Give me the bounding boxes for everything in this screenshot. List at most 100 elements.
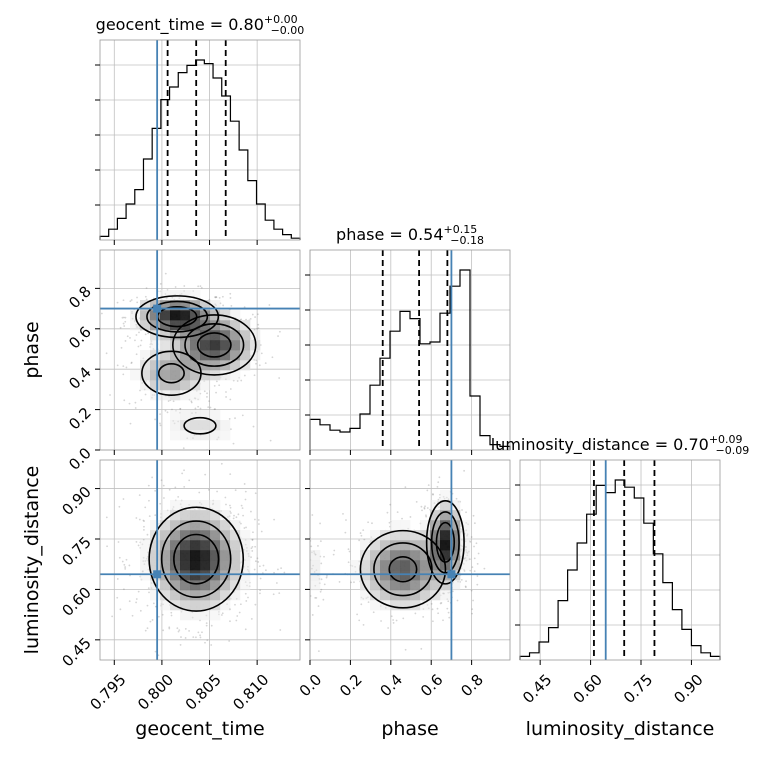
sample-point <box>420 647 423 650</box>
sample-point <box>140 339 143 342</box>
sample-point <box>254 545 257 548</box>
sample-point <box>272 593 275 596</box>
sample-point <box>225 391 227 393</box>
density-cell <box>230 340 241 351</box>
density-cell <box>410 600 421 611</box>
sample-point <box>432 493 434 495</box>
density-cell <box>220 580 231 591</box>
sample-point <box>111 615 114 618</box>
sample-point <box>396 511 399 514</box>
sample-point <box>273 571 275 574</box>
sample-point <box>465 511 467 514</box>
density-cell <box>180 560 191 571</box>
density-cell <box>170 300 181 311</box>
sample-point <box>256 327 259 330</box>
density-cell <box>180 390 191 401</box>
sample-point <box>116 364 119 367</box>
sample-point <box>215 296 218 299</box>
sample-point <box>118 505 121 508</box>
sample-point <box>438 476 441 479</box>
sample-point <box>225 396 227 398</box>
sample-point <box>122 373 125 376</box>
sample-point <box>225 503 227 506</box>
sample-point <box>199 285 202 287</box>
density-cell <box>230 560 241 571</box>
y-tick-label: 0.75 <box>58 533 94 569</box>
density-cell <box>380 530 391 541</box>
sample-point <box>154 489 157 492</box>
panel-frame <box>99 459 301 661</box>
sample-point <box>473 557 476 560</box>
x-tick-label: 0.795 <box>86 671 129 714</box>
density-cell <box>210 510 221 521</box>
sample-point <box>447 600 450 603</box>
sample-point <box>182 661 184 663</box>
sample-point <box>401 517 403 520</box>
sample-point <box>332 553 335 556</box>
density-cell <box>250 330 261 341</box>
title-err-plus: +0.15 <box>444 223 478 236</box>
density-cell <box>390 550 401 561</box>
sample-point <box>239 522 242 525</box>
density-cell <box>460 530 471 541</box>
density-cell <box>460 540 471 551</box>
sample-point <box>234 417 236 420</box>
density-cell <box>130 320 141 331</box>
density-cell <box>180 430 191 441</box>
y-tick-label: 0.8 <box>65 282 95 312</box>
sample-point <box>140 399 143 401</box>
sample-point <box>471 566 474 569</box>
density-cell <box>150 390 161 401</box>
sample-point <box>317 545 319 547</box>
sample-point <box>426 507 429 509</box>
sample-point <box>302 514 304 516</box>
density-cell <box>400 580 411 591</box>
sample-point <box>257 561 260 563</box>
density-cell <box>240 560 251 571</box>
density-cell <box>400 530 411 541</box>
density-cell <box>190 500 201 511</box>
density-cell <box>180 350 191 361</box>
contour-line <box>430 511 460 574</box>
contour-line <box>435 521 456 563</box>
density-cell <box>210 360 221 371</box>
sample-point <box>460 578 463 581</box>
density-cell <box>200 590 211 601</box>
sample-point <box>218 296 221 299</box>
sample-point <box>308 567 310 569</box>
sample-point <box>119 326 122 329</box>
sample-point <box>184 637 187 639</box>
sample-point <box>476 575 479 577</box>
density-cell <box>460 550 471 561</box>
sample-point <box>426 489 429 492</box>
sample-point <box>259 344 262 346</box>
sample-point <box>239 603 242 606</box>
density-cell <box>200 560 211 571</box>
sample-point <box>177 495 180 498</box>
sample-point <box>220 614 223 616</box>
sample-point <box>250 618 253 620</box>
sample-point <box>372 611 375 614</box>
sample-point <box>254 316 257 318</box>
sample-point <box>213 408 216 411</box>
sample-point <box>159 424 162 427</box>
sample-point <box>138 331 140 334</box>
histogram-phase <box>309 269 511 450</box>
density-cell <box>230 310 241 321</box>
density-cell <box>230 580 241 591</box>
sample-point <box>177 630 180 633</box>
density-cell <box>150 360 161 371</box>
density-cell <box>220 430 231 441</box>
sample-point <box>304 587 306 589</box>
sample-point <box>436 607 439 610</box>
sample-point <box>302 558 304 560</box>
sample-point <box>197 631 200 634</box>
density-cell <box>170 510 181 521</box>
density-cell <box>400 540 411 551</box>
contour-line <box>146 300 209 333</box>
title-name: luminosity_distance = 0.70 <box>491 435 709 455</box>
sample-point <box>236 615 239 617</box>
sample-point <box>277 335 279 337</box>
sample-point <box>147 332 150 335</box>
density-cell <box>310 560 321 571</box>
